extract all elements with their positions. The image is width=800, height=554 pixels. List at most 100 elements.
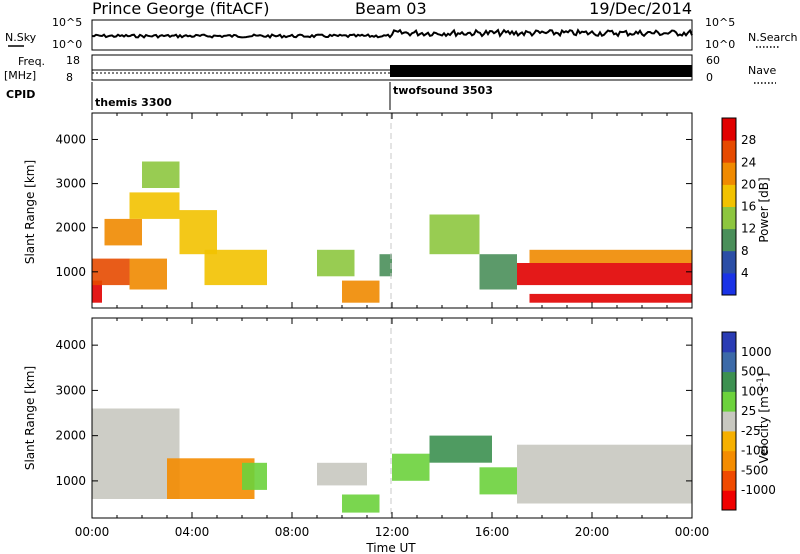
velocity-y-axis: 1000 2000 3000 4000 [55,338,692,488]
colorbar-segment [722,430,736,452]
power-colorbar: 4 8 12 16 20 24 28 [721,117,756,296]
scatter-region-5 [142,161,180,188]
colorbar-segment [722,140,736,163]
scatter-region-10 [379,254,392,277]
y-tick-label: 2000 [55,429,86,443]
scatter-region-7 [204,249,267,286]
time-tick-label: 08:00 [275,525,310,539]
nsearch-label: N.Search [748,31,798,44]
velocity-colorbar-label-close: ] [757,373,771,378]
colorbar-tick-label: 25 [741,404,756,418]
colorbar-tick-label: 4 [741,266,749,280]
y-tick-label: 1000 [55,474,86,488]
scatter-region-3 [317,462,367,486]
colorbar-segment [722,470,736,491]
colorbar-segment [722,118,736,141]
power-panel: 1000 2000 3000 4000 Slant Range [km] 4 8 12 16… [23,112,771,309]
colorbar-tick-label: -25 [741,424,761,438]
colorbar-frame [721,117,737,296]
scatter-region-8 [317,249,355,277]
freq-tick-top: 18 [66,54,80,67]
colorbar-tick-label: 1000 [741,345,772,359]
scatter-region-0 [92,408,180,499]
scatter-region-7 [479,467,517,495]
colorbar-tick-label: 8 [741,244,749,258]
y-tick-label: 1000 [55,265,86,279]
time-tick-label: 20:00 [575,525,610,539]
colorbar-frame [721,331,737,511]
time-tick-label: 00:00 [75,525,110,539]
time-axis-title: Time UT [365,541,416,554]
colorbar-tick-label: 24 [741,155,756,169]
nsky-trace [91,28,693,39]
scatter-region-1 [167,458,255,499]
velocity-y-axis-label: Slant Range [km] [23,366,37,470]
freq-panel: Freq. [MHz] 18 8 60 0 Nave [4,54,776,84]
colorbar-segment [722,206,736,230]
nsky-tick-top: 10^5 [52,16,82,29]
freq-trace-twofsound [390,65,692,77]
nave-label: Nave [748,64,776,77]
time-axis-labels: 00:00 04:00 08:00 12:00 16:00 20:00 00:00 [75,525,710,539]
scatter-region-6 [429,435,492,463]
colorbar-segment [722,371,736,392]
power-y-axis: 1000 2000 3000 4000 [55,132,692,279]
nsearch-tick-top: 10^5 [705,16,735,29]
power-data [92,161,692,303]
y-tick-label: 3000 [55,177,86,191]
beam-title: Beam 03 [355,0,427,18]
scatter-region-12 [479,254,517,290]
colorbar-segment [722,228,736,252]
colorbar-tick-label: 16 [741,200,756,214]
y-tick-label: 3000 [55,383,86,397]
time-tick-label: 12:00 [375,525,410,539]
y-tick-label: 2000 [55,221,86,235]
scatter-region-2 [129,258,167,290]
scatter-region-4 [129,192,180,219]
program-twofsound: twofsound 3503 [393,84,493,97]
scatter-region-2 [242,462,267,490]
y-tick-label: 4000 [55,338,86,352]
scatter-region-3 [104,218,142,246]
scatter-region-9 [342,280,380,303]
colorbar-segment [722,450,736,471]
colorbar-tick-label: 500 [741,365,764,379]
scatter-region-8 [517,444,692,504]
velocity-colorbar: 1000 500 100 25 -25 -100 -500 -1000 [721,331,776,511]
velocity-colorbar-label-exp: -1 [756,377,766,386]
program-themis: themis 3300 [95,96,172,109]
nsky-tick-bottom: 10^0 [52,38,82,51]
date-title: 19/Dec/2014 [589,0,692,18]
colorbar-segment [722,184,736,207]
colorbar-segment [722,250,736,274]
nsearch-tick-bottom: 10^0 [705,38,735,51]
scatter-region-0 [92,280,102,303]
colorbar-tick-label: 12 [741,222,756,236]
colorbar-segment [722,411,736,432]
cpid-row: CPID themis 3300 twofsound 3503 [6,82,493,110]
colorbar-segment [722,351,736,373]
colorbar-segment [722,272,736,296]
scatter-region-14 [529,249,692,263]
time-tick-label: 00:00 [675,525,710,539]
colorbar-tick-label: 100 [741,384,764,398]
cpid-label: CPID [6,88,35,101]
colorbar-tick-label: 20 [741,177,756,191]
scatter-region-13 [517,263,692,286]
colorbar-segment [722,162,736,185]
station-title: Prince George (fitACF) [92,0,270,18]
colorbar-tick-label: 28 [741,133,756,147]
velocity-colorbar-label-main: Velocity [m s [757,386,771,463]
power-colorbar-label: Power [dB] [757,177,771,242]
velocity-colorbar-label: Velocity [m s-1] [756,373,771,464]
scatter-region-5 [392,453,430,481]
colorbar-segment [722,490,736,511]
power-x-axis [91,113,693,308]
scatter-region-6 [179,210,217,255]
y-tick-label: 4000 [55,132,86,146]
time-tick-label: 04:00 [175,525,210,539]
colorbar-tick-label: -500 [741,463,768,477]
time-tick-label: 16:00 [475,525,510,539]
nsky-panel: N.Sky 10^5 10^0 10^5 10^0 N.Search [5,16,798,51]
